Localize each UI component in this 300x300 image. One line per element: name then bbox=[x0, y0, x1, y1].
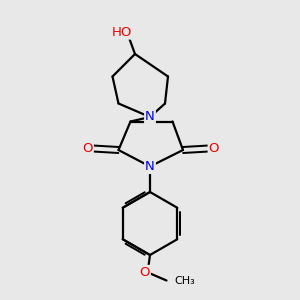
Text: O: O bbox=[139, 266, 150, 279]
Text: O: O bbox=[209, 142, 219, 155]
Text: O: O bbox=[82, 142, 93, 155]
Text: HO: HO bbox=[111, 26, 132, 39]
Text: N: N bbox=[145, 110, 155, 124]
Text: CH₃: CH₃ bbox=[174, 275, 195, 286]
Text: N: N bbox=[145, 160, 155, 173]
